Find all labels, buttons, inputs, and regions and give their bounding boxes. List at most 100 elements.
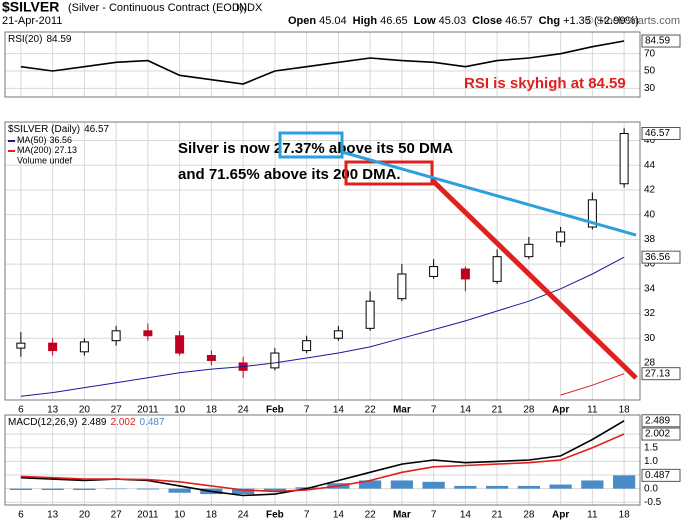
annotation-part: above its 50 DMA <box>325 140 454 157</box>
x-tick-label: 6 <box>18 405 24 416</box>
exchange: INDX <box>236 2 263 14</box>
legend-title: MACD(12,26,9) <box>8 417 77 428</box>
last-value: 2.002 <box>641 427 681 441</box>
series-line <box>20 40 625 85</box>
x-tick-label: 28 <box>523 405 535 416</box>
x-tick-label: 22 <box>365 405 377 416</box>
legend: RSI(20) 84.59 <box>8 34 72 45</box>
y-tick-label: 28 <box>644 358 656 369</box>
x-tick-label: 20 <box>79 510 91 521</box>
series-line <box>20 433 625 493</box>
candle-body <box>587 199 597 228</box>
legend-value: 0.487 <box>140 417 165 428</box>
candle-body <box>365 300 375 329</box>
x-tick-label: 6 <box>18 510 24 521</box>
annotation-part: and 71.65% above its <box>178 166 333 183</box>
y-tick-label: 50 <box>644 66 656 77</box>
y-tick-label: -0.5 <box>644 497 662 508</box>
x-tick-label: 2011 <box>137 405 159 416</box>
y-tick-label: 0.0 <box>644 483 658 494</box>
x-tick-label: 7 <box>431 405 437 416</box>
candle-body <box>206 355 216 361</box>
copyright: © StockCharts.com <box>585 15 680 27</box>
last-value-text: 2.002 <box>645 429 670 440</box>
quote-value: 45.04 <box>319 15 347 27</box>
candle-body <box>143 330 153 337</box>
candle-body <box>270 352 280 369</box>
candle-body <box>397 273 407 300</box>
quote-line: Open 45.04 High 46.65 Low 45.03 Close 46.57 Chg +… <box>288 15 639 27</box>
y-tick-label: 30 <box>644 83 656 94</box>
y-tick-label: 38 <box>644 234 656 245</box>
quote-label: High <box>353 15 378 27</box>
description: (Silver - Continuous Contract (EOD)) <box>68 2 247 14</box>
histogram-bar <box>359 480 382 489</box>
x-tick-label: 20 <box>79 405 91 416</box>
x-tick-label: 13 <box>47 510 59 521</box>
last-value-text: 84.59 <box>645 36 670 47</box>
candle-body <box>175 335 185 354</box>
candle-body <box>302 340 312 352</box>
histogram-bar <box>136 488 159 490</box>
legend-title: $SILVER (Daily) <box>8 124 80 135</box>
y-tick-label: 32 <box>644 308 656 319</box>
symbol: $SILVER <box>2 0 59 15</box>
histogram-bar <box>263 488 286 492</box>
panel-bg <box>5 122 640 400</box>
candle-body <box>333 330 343 339</box>
candle-body <box>492 256 502 282</box>
histogram-bar <box>41 488 64 490</box>
quote-label: Chg <box>539 15 560 27</box>
x-tick-label: 11 <box>587 405 598 416</box>
legend-value: 46.57 <box>84 124 109 135</box>
panel-frame <box>4 121 641 401</box>
last-value-bg <box>641 250 681 264</box>
x-tick-label: 7 <box>431 510 437 521</box>
arrow-line <box>430 178 638 380</box>
series-line <box>20 256 625 397</box>
y-tick-label: 42 <box>644 185 656 196</box>
last-value-bg <box>641 367 681 381</box>
x-tick-label: 10 <box>174 405 186 416</box>
last-value-bg <box>641 414 681 428</box>
candle-body <box>429 266 439 277</box>
y-tick-label: 36 <box>644 259 656 270</box>
x-tick-label: Apr <box>552 405 569 416</box>
x-tick-label: 18 <box>206 510 218 521</box>
histogram-bar <box>517 485 540 489</box>
last-value: 0.487 <box>641 468 681 482</box>
quote-value: 46.57 <box>505 15 533 27</box>
last-value-text: 27.13 <box>645 368 670 379</box>
x-tick-label: 2011 <box>137 510 159 521</box>
x-tick-label: 14 <box>333 510 345 521</box>
quote-value: 46.65 <box>380 15 408 27</box>
legend: MACD(12,26,9) 2.489 2.002 0.487 <box>8 417 165 428</box>
candle-body <box>556 231 566 243</box>
annotation: RSI is skyhigh at 84.59 <box>464 75 626 92</box>
y-tick-label: 30 <box>644 333 656 344</box>
x-tick-label: 10 <box>174 510 186 521</box>
histogram-bar <box>390 480 413 489</box>
last-value-bg <box>641 126 681 140</box>
y-tick-label: 1.0 <box>644 456 658 467</box>
last-value-bg <box>641 34 681 48</box>
x-tick-label: 7 <box>304 510 310 521</box>
histogram-bar <box>454 485 477 489</box>
quote: Open 45.04 High 46.65 Low 45.03 Close 46.57 Chg +… <box>288 15 639 27</box>
legend-value: 36.56 <box>50 135 73 145</box>
y-tick-label: 46 <box>644 135 656 146</box>
y-tick-label: 40 <box>644 209 656 220</box>
last-value-bg <box>641 468 681 482</box>
annotation-part: 200 DMA. <box>333 166 401 183</box>
x-tick-label: 18 <box>619 405 631 416</box>
candle-body <box>460 268 470 280</box>
x-tick-label: 24 <box>238 405 250 416</box>
candle-body <box>79 341 89 353</box>
x-tick-label: 22 <box>365 510 377 521</box>
legend-item: MA(200) 27.13 <box>17 145 77 155</box>
last-value: 27.13 <box>641 367 681 381</box>
x-tick-label: Feb <box>266 405 284 416</box>
panel-frame <box>4 414 641 506</box>
histogram-bar <box>73 488 96 490</box>
